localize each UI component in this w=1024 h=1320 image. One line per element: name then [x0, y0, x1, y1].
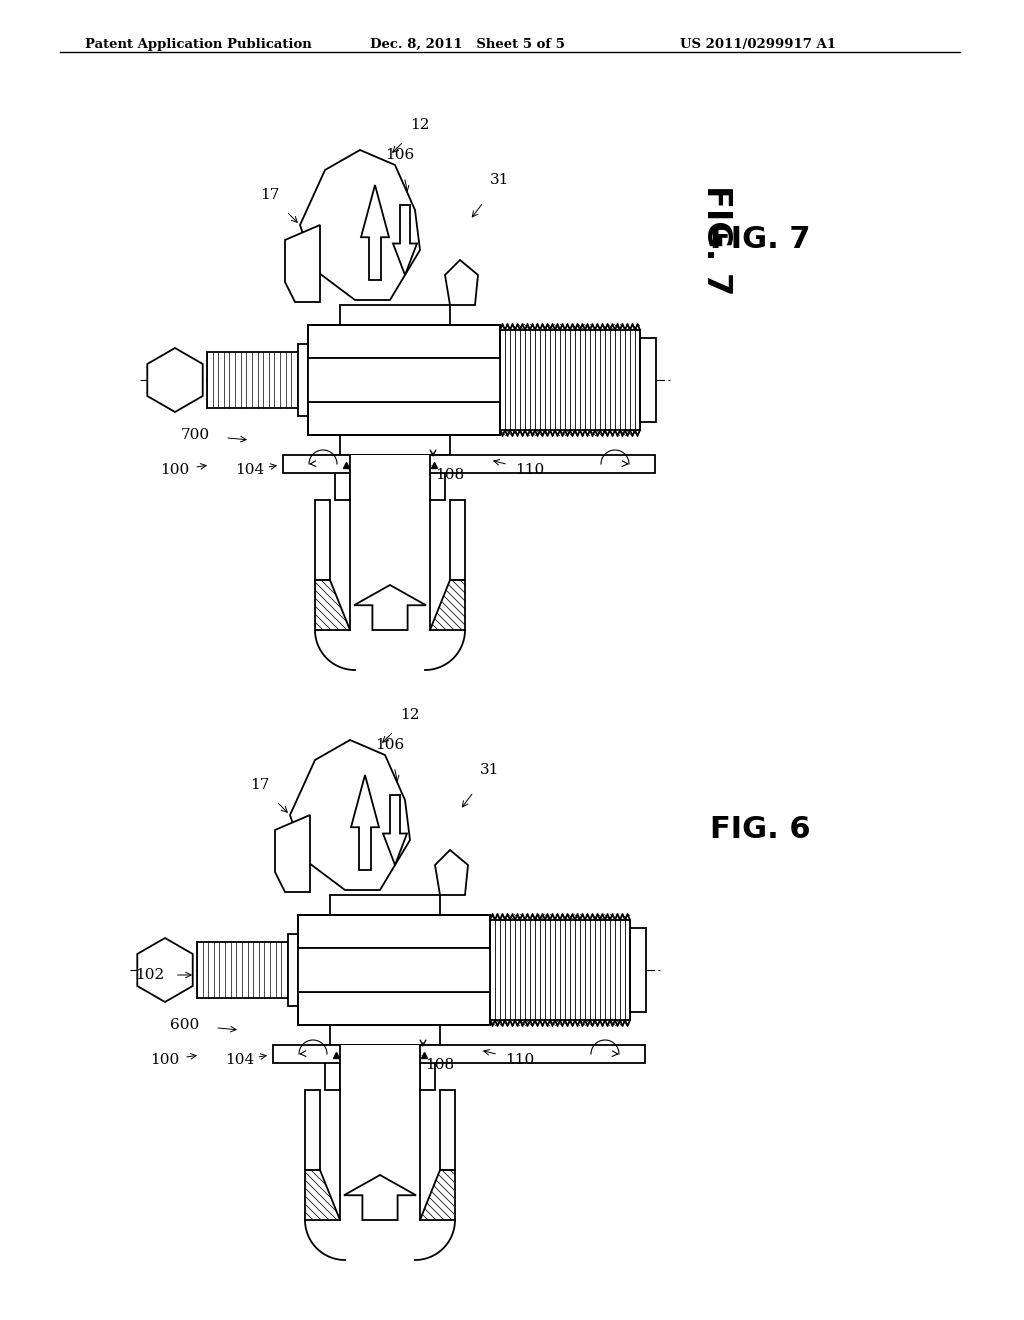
- Polygon shape: [351, 775, 379, 870]
- Bar: [340, 1045, 420, 1090]
- Polygon shape: [300, 150, 420, 300]
- Text: 106: 106: [385, 148, 415, 162]
- Polygon shape: [137, 939, 193, 1002]
- Text: 110: 110: [515, 463, 545, 477]
- Text: FIG. 7: FIG. 7: [710, 226, 811, 255]
- Text: 108: 108: [435, 469, 465, 482]
- Bar: [288, 935, 298, 1006]
- Bar: [330, 895, 440, 915]
- Text: 700: 700: [180, 428, 210, 442]
- Polygon shape: [354, 585, 426, 630]
- Polygon shape: [285, 224, 319, 302]
- Bar: [305, 1090, 319, 1170]
- Bar: [298, 948, 490, 993]
- Bar: [340, 436, 450, 455]
- Text: FIG. 7: FIG. 7: [700, 185, 733, 296]
- Text: US 2011/0299917 A1: US 2011/0299917 A1: [680, 38, 836, 51]
- Bar: [308, 403, 500, 436]
- Text: 31: 31: [480, 763, 500, 777]
- Text: 12: 12: [400, 708, 420, 722]
- Text: 104: 104: [236, 463, 264, 477]
- Polygon shape: [147, 348, 203, 412]
- Bar: [298, 993, 490, 1026]
- Polygon shape: [445, 260, 478, 305]
- Text: 110: 110: [506, 1053, 535, 1067]
- Polygon shape: [361, 185, 389, 280]
- Bar: [308, 358, 500, 403]
- Bar: [490, 920, 630, 1020]
- Text: 100: 100: [161, 463, 189, 477]
- Bar: [298, 345, 308, 416]
- Polygon shape: [344, 1175, 416, 1220]
- Bar: [630, 928, 646, 1012]
- Bar: [350, 455, 430, 500]
- Bar: [430, 455, 445, 500]
- Bar: [298, 915, 490, 948]
- Polygon shape: [435, 850, 468, 895]
- Bar: [330, 1026, 440, 1045]
- Polygon shape: [290, 741, 410, 890]
- Bar: [640, 338, 656, 422]
- Polygon shape: [275, 814, 310, 892]
- Text: 600: 600: [170, 1018, 200, 1032]
- Text: 102: 102: [135, 968, 165, 982]
- Polygon shape: [393, 205, 417, 275]
- Bar: [440, 1090, 455, 1170]
- Bar: [315, 500, 330, 579]
- Bar: [325, 1045, 340, 1090]
- Text: 104: 104: [225, 1053, 255, 1067]
- Text: 12: 12: [411, 117, 430, 132]
- Text: 106: 106: [376, 738, 404, 752]
- Text: Dec. 8, 2011   Sheet 5 of 5: Dec. 8, 2011 Sheet 5 of 5: [370, 38, 565, 51]
- Text: 31: 31: [490, 173, 510, 187]
- Text: 108: 108: [425, 1059, 455, 1072]
- Text: FIG. 6: FIG. 6: [710, 816, 811, 845]
- Bar: [207, 352, 308, 408]
- Bar: [197, 942, 298, 998]
- Bar: [335, 455, 350, 500]
- Bar: [308, 325, 500, 358]
- Bar: [340, 305, 450, 325]
- Text: 17: 17: [260, 187, 280, 202]
- Polygon shape: [383, 795, 407, 865]
- Bar: [500, 330, 640, 430]
- Text: 17: 17: [250, 777, 269, 792]
- Text: 100: 100: [151, 1053, 179, 1067]
- Bar: [273, 1045, 645, 1063]
- Bar: [420, 1045, 435, 1090]
- Bar: [450, 500, 465, 579]
- Bar: [283, 455, 655, 473]
- Text: Patent Application Publication: Patent Application Publication: [85, 38, 311, 51]
